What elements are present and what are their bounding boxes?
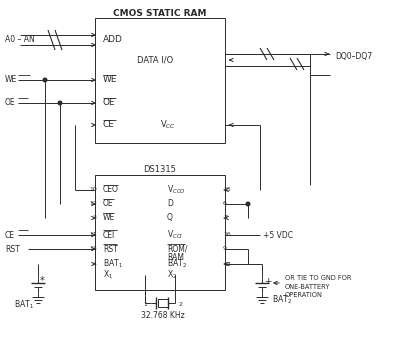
Text: 7: 7: [222, 216, 226, 220]
Text: DATA I/O: DATA I/O: [136, 55, 173, 65]
Circle shape: [58, 101, 62, 105]
Text: 13: 13: [89, 246, 97, 252]
Text: BAT$_2$: BAT$_2$: [271, 294, 291, 306]
Text: BAT$_2$: BAT$_2$: [166, 258, 187, 270]
Bar: [158, 299, 168, 307]
Circle shape: [43, 78, 47, 82]
Text: +: +: [263, 277, 271, 285]
Text: X$_2$: X$_2$: [166, 269, 177, 281]
Text: OPERATION: OPERATION: [284, 292, 322, 298]
Text: V$_{CCO}$: V$_{CCO}$: [166, 184, 185, 196]
Text: 6: 6: [222, 201, 226, 206]
Text: 10: 10: [89, 187, 97, 192]
Text: 32.768 KHz: 32.768 KHz: [141, 311, 184, 319]
Text: 12: 12: [89, 201, 97, 206]
Text: +5 VDC: +5 VDC: [262, 231, 292, 239]
Text: ADD: ADD: [103, 35, 123, 45]
Text: 11: 11: [89, 232, 97, 238]
Text: V$_{CC}$: V$_{CC}$: [160, 119, 175, 131]
Text: RAM: RAM: [166, 252, 183, 261]
Text: ONE-BATTERY: ONE-BATTERY: [284, 284, 330, 290]
Text: D: D: [166, 199, 173, 208]
Text: 4: 4: [93, 261, 97, 266]
Text: 9: 9: [222, 246, 226, 252]
Text: WE: WE: [5, 75, 17, 85]
Text: OE: OE: [103, 199, 113, 208]
Text: WE: WE: [103, 213, 115, 223]
Text: CE: CE: [5, 231, 15, 239]
Text: CMOS STATIC RAM: CMOS STATIC RAM: [113, 8, 206, 18]
Text: X$_1$: X$_1$: [103, 269, 113, 281]
Text: OE: OE: [103, 99, 115, 107]
Text: WE: WE: [103, 75, 117, 85]
Text: 1: 1: [143, 303, 147, 307]
Text: A0 – AN: A0 – AN: [5, 35, 35, 45]
Text: RST: RST: [5, 245, 20, 253]
Text: OR TIE TO GND FOR: OR TIE TO GND FOR: [284, 275, 351, 281]
Bar: [95, 18, 224, 143]
Text: BAT$_1$: BAT$_1$: [103, 258, 123, 270]
Bar: [95, 175, 224, 290]
Text: CEI: CEI: [103, 231, 115, 239]
Text: RST: RST: [103, 245, 117, 253]
Text: BAT$_1$: BAT$_1$: [14, 299, 34, 311]
Text: Q: Q: [166, 213, 173, 223]
Text: V$_{CCI}$: V$_{CCI}$: [166, 229, 183, 241]
Text: 16: 16: [222, 232, 230, 238]
Text: DQ0–DQ7: DQ0–DQ7: [334, 53, 371, 61]
Text: *: *: [40, 276, 45, 286]
Text: OE: OE: [5, 99, 15, 107]
Circle shape: [245, 202, 249, 206]
Text: 14: 14: [222, 261, 230, 266]
Text: CE: CE: [103, 120, 115, 130]
Text: 15: 15: [222, 187, 230, 192]
Text: DS1315: DS1315: [143, 166, 176, 174]
Text: 3: 3: [93, 216, 97, 220]
Text: CEO: CEO: [103, 185, 119, 194]
Text: ROM/: ROM/: [166, 245, 187, 253]
Text: 2: 2: [179, 303, 183, 307]
